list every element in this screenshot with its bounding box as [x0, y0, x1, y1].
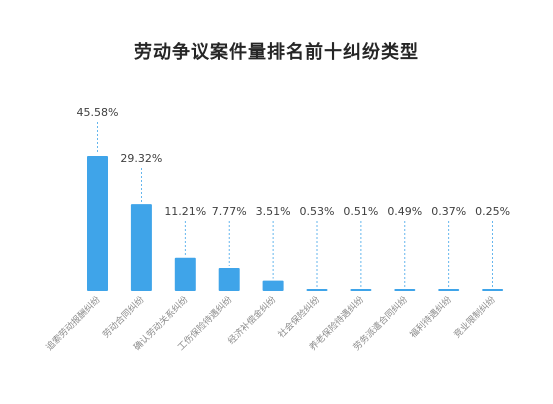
data-label: 7.77% — [212, 205, 247, 218]
bar — [350, 289, 372, 291]
chart-title: 劳动争议案件量排名前十纠纷类型 — [134, 42, 419, 63]
bar — [87, 156, 108, 291]
category-label: 社会保险纠纷 — [275, 294, 322, 341]
bar — [174, 257, 196, 291]
bar — [438, 289, 460, 291]
category-label: 追索劳动报酬纠纷 — [43, 294, 102, 353]
bar — [218, 267, 240, 291]
data-label: 45.58% — [77, 106, 119, 119]
category-label: 福利待遇纠纷 — [407, 294, 454, 341]
category-label: 竞业限制纠纷 — [451, 294, 498, 341]
bar — [130, 204, 152, 291]
bar — [482, 289, 504, 291]
data-label: 29.32% — [120, 152, 162, 165]
data-label: 0.25% — [475, 205, 510, 218]
data-label: 0.37% — [431, 205, 466, 218]
data-label: 0.51% — [343, 205, 378, 218]
bar — [394, 289, 416, 291]
data-label: 3.51% — [256, 205, 291, 218]
data-label: 11.21% — [164, 205, 206, 218]
category-label: 劳动合同纠纷 — [100, 294, 147, 341]
data-label: 0.49% — [387, 205, 422, 218]
data-label: 0.53% — [300, 205, 335, 218]
bar — [262, 280, 284, 291]
bar — [306, 289, 328, 291]
